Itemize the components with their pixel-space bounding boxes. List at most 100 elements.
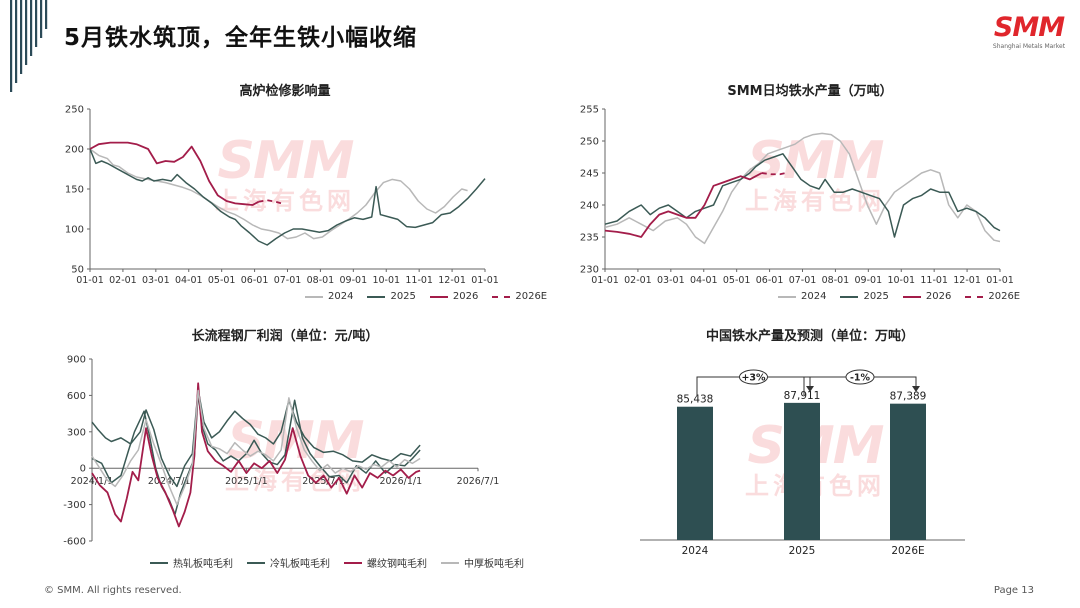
x-tick-label: 10-01	[887, 275, 915, 286]
chart-legend: 2024 2025 2026 2026E	[778, 291, 1020, 302]
bar-value-label: 87,389	[890, 391, 927, 403]
y-tick-label: 255	[580, 105, 599, 116]
logo-subtitle: Shanghai Metals Market	[992, 43, 1066, 50]
y-tick-label: -300	[63, 500, 86, 511]
series-line-冷轧板吨毛利	[91, 388, 421, 488]
x-tick-label: 12-01	[953, 275, 981, 286]
x-tick-label: 09-01	[855, 275, 883, 286]
x-tick-label: 2025/7/1	[302, 476, 345, 487]
smm-logo: SMM Shanghai Metals Market	[990, 14, 1068, 51]
y-tick-label: 245	[580, 169, 599, 180]
x-tick-label: 01-01	[76, 275, 104, 286]
series-line-2025	[89, 148, 486, 246]
legend-swatch	[367, 295, 386, 298]
x-tick-label: 2024/7/1	[148, 476, 191, 487]
x-tick-label: 06-01	[756, 275, 784, 286]
stripe-bar	[10, 0, 13, 92]
y-tick-label: 0	[80, 464, 86, 475]
legend-item: 2024	[305, 291, 353, 302]
legend-item: 2026	[429, 291, 479, 302]
blast-furnace-maintenance-chart: 高炉检修影响量 SMM 上海有色网 50 100 150 200 250 01-01 02-…	[40, 75, 547, 310]
stripe-bar	[15, 0, 18, 83]
legend-swatch	[840, 295, 859, 298]
y-tick-label: 900	[67, 355, 86, 366]
legend-swatch	[441, 561, 459, 564]
x-tick-label: 06-01	[241, 275, 269, 286]
y-tick-label: 300	[67, 427, 86, 438]
copyright-notice: © SMM. All rights reserved.	[44, 585, 182, 596]
steel-mill-profit-chart: 长流程钢厂利润（单位：元/吨） SMM 上海有色网 -600 -300 0 300 60…	[40, 320, 530, 575]
legend-label: 2025	[863, 291, 889, 302]
legend-item: 热轧板吨毛利	[150, 555, 233, 570]
series-line-2026E	[761, 172, 787, 176]
x-tick-label: 2024/1/1	[71, 476, 114, 487]
bar-2026E	[890, 403, 926, 540]
x-tick-label: 11-01	[920, 275, 948, 286]
chart-plot: 85,438 2024 87,911 2025 87,389 2026E +3% -1%	[640, 369, 965, 557]
series-line-2026	[89, 141, 259, 206]
y-tick-label: 200	[65, 145, 84, 156]
legend-label: 热轧板吨毛利	[173, 559, 233, 570]
series-line-中厚板吨毛利	[91, 389, 421, 506]
legend-swatch	[965, 295, 984, 298]
chart-title: 中国铁水产量及预测（单位：万吨）	[705, 329, 914, 344]
legend-label: 2026E	[515, 291, 548, 302]
x-tick-label: 2026/7/1	[457, 476, 500, 487]
x-tick-label: 07-01	[274, 275, 302, 286]
legend-label: 2024	[801, 291, 827, 302]
series-line-2026E	[258, 199, 285, 206]
x-tick-label: 08-01	[822, 275, 850, 286]
legend-swatch	[429, 295, 448, 298]
legend-swatch	[247, 561, 265, 564]
daily-hot-metal-output-chart: SMM日均铁水产量（万吨） SMM 上海有色网 230 235 240 245 250 2…	[560, 75, 1060, 310]
chart-legend: 热轧板吨毛利 冷轧板吨毛利 螺纹钢吨毛利 中厚板吨毛利	[150, 555, 524, 570]
bar-2025	[784, 402, 820, 540]
x-tick-label: 03-01	[657, 275, 685, 286]
stripe-bar	[40, 0, 43, 38]
title-stripe-decoration	[10, 0, 48, 92]
chart-title: 高炉检修影响量	[239, 84, 331, 99]
chart-plot: -600 -300 0 300 600 900 2024/1/1 2024/7/1 2025/1…	[63, 355, 500, 548]
category-label: 2026E	[891, 545, 924, 557]
page-number: Page 13	[993, 585, 1034, 596]
x-tick-label: 12-01	[438, 275, 466, 286]
legend-item: 冷轧板吨毛利	[247, 555, 330, 570]
stripe-bar	[45, 0, 48, 29]
chart-legend: 2024 2025 2026 2026E	[305, 291, 547, 302]
x-tick-label: 10-01	[372, 275, 400, 286]
change-label: +3%	[741, 373, 766, 384]
legend-label: 2026	[925, 291, 952, 302]
legend-swatch	[902, 295, 921, 298]
change-badge	[845, 369, 875, 385]
stripe-bar	[30, 0, 33, 56]
bar-value-label: 87,911	[784, 390, 821, 402]
series-line-2024	[89, 148, 468, 240]
x-tick-label: 01-01	[471, 275, 499, 286]
legend-label: 2026	[452, 291, 479, 302]
stripe-bar	[25, 0, 28, 65]
x-tick-label: 2025/1/1	[225, 476, 268, 487]
legend-item: 2024	[778, 291, 826, 302]
y-tick-label: 250	[65, 105, 84, 116]
legend-item: 中厚板吨毛利	[441, 555, 524, 570]
chart-plot: 50 100 150 200 250 01-01 02-01 03-01 04-01 05-01 0…	[65, 105, 499, 287]
legend-item: 2025	[840, 291, 889, 302]
legend-swatch	[778, 295, 796, 298]
y-tick-label: 250	[580, 137, 599, 148]
series-line-2025	[604, 153, 1001, 238]
legend-item: 2026E	[965, 291, 1020, 302]
series-line-螺纹钢吨毛利	[91, 382, 421, 528]
stripe-bar	[35, 0, 38, 47]
change-arrow-head	[912, 386, 920, 392]
y-tick-label: 240	[580, 201, 599, 212]
x-tick-label: 07-01	[789, 275, 817, 286]
x-tick-label: 02-01	[109, 275, 137, 286]
legend-swatch	[492, 295, 511, 298]
category-label: 2024	[682, 545, 709, 557]
y-tick-label: 100	[65, 225, 84, 236]
bar-2024	[677, 406, 713, 540]
y-tick-label: 150	[65, 185, 84, 196]
legend-label: 2024	[328, 291, 354, 302]
x-tick-label: 2026/1/1	[379, 476, 422, 487]
x-tick-label: 01-01	[986, 275, 1014, 286]
